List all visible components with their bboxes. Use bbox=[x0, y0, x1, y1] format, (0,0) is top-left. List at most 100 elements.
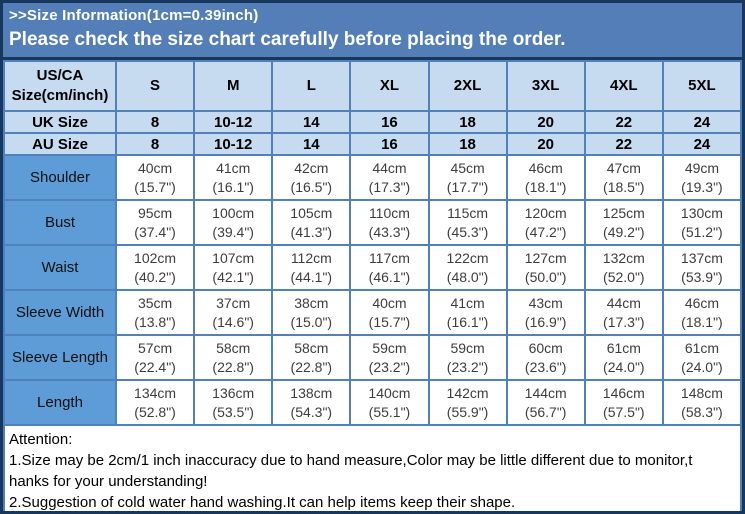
inch-value: (49.2") bbox=[603, 223, 645, 240]
cm-value: 136cm bbox=[212, 384, 255, 401]
cm-value: 61cm bbox=[684, 339, 720, 356]
measurement-label: Waist bbox=[3, 244, 117, 291]
measurement-label: Sleeve Width bbox=[3, 289, 117, 336]
size-value-cell: 18 bbox=[427, 132, 508, 156]
cm-value: 107cm bbox=[212, 249, 255, 266]
measurement-value-cell: 140cm (55.1") bbox=[349, 379, 430, 426]
inch-value: (52.0") bbox=[603, 268, 645, 285]
measurement-value-cell: 117cm (46.1") bbox=[349, 244, 430, 291]
measurement-value-cell: 122cm (48.0") bbox=[427, 244, 508, 291]
measurement-value-cell: 45cm (17.7") bbox=[427, 154, 508, 201]
cm-value: 134cm bbox=[134, 384, 177, 401]
inch-value: (16.9") bbox=[524, 313, 567, 330]
inch-value: (16.5") bbox=[290, 178, 333, 195]
measurement-value-cell: 132cm (52.0") bbox=[583, 244, 664, 291]
size-header-cell: 5XL bbox=[661, 60, 742, 112]
size-value-cell: 10-12 bbox=[193, 110, 274, 134]
measurement-value-cell: 130cm (51.2") bbox=[661, 199, 742, 246]
inch-value: (16.1") bbox=[212, 178, 254, 195]
cm-value: 122cm bbox=[446, 249, 489, 266]
size-header-cell: 2XL bbox=[427, 60, 508, 112]
measurement-value-cell: 102cm (40.2") bbox=[114, 244, 196, 291]
size-row-label: AU Size bbox=[3, 132, 117, 156]
inch-value: (46.1") bbox=[368, 268, 411, 285]
measurement-value-cell: 148cm (58.3") bbox=[661, 379, 742, 426]
measurement-value-cell: 35cm (13.8") bbox=[114, 289, 196, 336]
measurement-value-cell: 136cm (53.5") bbox=[193, 379, 274, 426]
cm-value: 57cm bbox=[137, 339, 173, 356]
inch-value: (17.3") bbox=[603, 313, 645, 330]
attention-line: hanks for your understanding! bbox=[9, 473, 208, 490]
inch-value: (41.3") bbox=[290, 223, 333, 240]
size-value-cell: 22 bbox=[583, 110, 664, 134]
measurement-value-cell: 47cm (18.5") bbox=[583, 154, 664, 201]
inch-value: (58.3") bbox=[681, 403, 723, 420]
measurement-value-cell: 115cm (45.3") bbox=[427, 199, 508, 246]
inch-value: (15.0") bbox=[290, 313, 333, 330]
size-value-cell: 24 bbox=[661, 110, 742, 134]
cm-value: 37cm bbox=[216, 294, 251, 311]
inch-value: (18.5") bbox=[603, 178, 645, 195]
measurement-row: Shoulder 40cm (15.7") 41cm (16.1") 42cm (16.5"… bbox=[3, 154, 742, 201]
inch-value: (18.1") bbox=[524, 178, 567, 195]
measurement-row: Bust 95cm (37.4") 100cm (39.4") 105cm (41.3") 1… bbox=[3, 199, 742, 246]
corner-header-line1: US/CA bbox=[36, 67, 84, 84]
inch-value: (17.7") bbox=[446, 178, 489, 195]
cm-value: 45cm bbox=[450, 159, 485, 176]
inch-value: (45.3") bbox=[446, 223, 489, 240]
inch-value: (57.5") bbox=[603, 403, 645, 420]
cm-value: 58cm bbox=[216, 339, 251, 356]
inch-value: (48.0") bbox=[446, 268, 489, 285]
cm-value: 44cm bbox=[372, 159, 407, 176]
measurement-value-cell: 127cm (50.0") bbox=[505, 244, 586, 291]
size-info-title: >>Size Information(1cm=0.39inch) bbox=[9, 7, 259, 24]
measurement-value-cell: 120cm (47.2") bbox=[505, 199, 586, 246]
size-value-cell: 14 bbox=[271, 110, 352, 134]
inch-value: (17.3") bbox=[368, 178, 411, 195]
measurement-value-cell: 49cm (19.3") bbox=[661, 154, 742, 201]
inch-value: (42.1") bbox=[212, 268, 254, 285]
measurement-value-cell: 44cm (17.3") bbox=[349, 154, 430, 201]
corner-header-us-ca-size: US/CA Size(cm/inch) bbox=[3, 60, 117, 112]
measurement-value-cell: 138cm (54.3") bbox=[271, 379, 352, 426]
measurement-value-cell: 137cm (53.9") bbox=[661, 244, 742, 291]
cm-value: 46cm bbox=[528, 159, 563, 176]
inch-value: (55.1") bbox=[368, 403, 411, 420]
inch-value: (54.3") bbox=[290, 403, 333, 420]
inch-value: (23.2") bbox=[368, 358, 411, 375]
size-header-cell: M bbox=[193, 60, 274, 112]
size-value-cell: 20 bbox=[505, 110, 586, 134]
banner: >>Size Information(1cm=0.39inch) Please … bbox=[3, 3, 742, 60]
inch-value: (44.1") bbox=[290, 268, 333, 285]
inch-value: (37.4") bbox=[134, 223, 176, 240]
cm-value: 46cm bbox=[684, 294, 720, 311]
cm-value: 44cm bbox=[606, 294, 641, 311]
corner-header-line2: Size(cm/inch) bbox=[11, 87, 109, 104]
measurement-label: Length bbox=[3, 379, 117, 426]
cm-value: 120cm bbox=[524, 204, 567, 221]
cm-value: 112cm bbox=[290, 249, 332, 266]
measurement-value-cell: 125cm (49.2") bbox=[583, 199, 664, 246]
measurement-value-cell: 46cm (18.1") bbox=[661, 289, 742, 336]
inch-value: (22.8") bbox=[290, 358, 333, 375]
measurement-value-cell: 107cm (42.1") bbox=[193, 244, 274, 291]
size-header-cell: 4XL bbox=[583, 60, 664, 112]
size-header-cell: XL bbox=[349, 60, 430, 112]
measurement-value-cell: 110cm (43.3") bbox=[349, 199, 430, 246]
measurement-value-cell: 58cm (22.8") bbox=[271, 334, 352, 381]
size-value-cell: 8 bbox=[114, 132, 196, 156]
measurement-value-cell: 60cm (23.6") bbox=[505, 334, 586, 381]
size-value-cell: 16 bbox=[349, 132, 430, 156]
measurement-value-cell: 43cm (16.9") bbox=[505, 289, 586, 336]
cm-value: 115cm bbox=[447, 204, 489, 221]
measurement-value-cell: 58cm (22.8") bbox=[193, 334, 274, 381]
cm-value: 59cm bbox=[372, 339, 407, 356]
inch-value: (23.2") bbox=[446, 358, 489, 375]
size-header-cell: L bbox=[271, 60, 352, 112]
measurement-label: Shoulder bbox=[3, 154, 117, 201]
cm-value: 110cm bbox=[368, 204, 410, 221]
inch-value: (22.8") bbox=[212, 358, 254, 375]
cm-value: 102cm bbox=[134, 249, 177, 266]
measurement-value-cell: 144cm (56.7") bbox=[505, 379, 586, 426]
size-header-cell: 3XL bbox=[505, 60, 586, 112]
